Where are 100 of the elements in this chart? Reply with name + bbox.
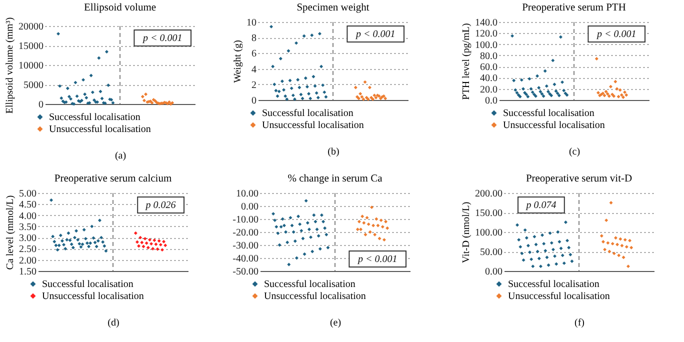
point: [274, 225, 278, 229]
point: [282, 224, 286, 228]
point: [517, 238, 521, 242]
legend-label: Successful localisation: [503, 108, 594, 119]
point: [138, 236, 142, 240]
point: [140, 240, 144, 244]
point: [58, 234, 62, 238]
point: [100, 236, 104, 240]
point: [51, 234, 55, 238]
y-tick-label: 5000: [24, 80, 44, 91]
point: [160, 248, 164, 252]
y-tick-label: 0: [38, 100, 44, 110]
point: [553, 254, 557, 258]
y-tick-label: 2: [252, 80, 256, 91]
point: [286, 49, 290, 53]
point: [558, 240, 562, 244]
y-tick-label: 40.0: [480, 73, 498, 84]
point: [614, 236, 618, 240]
point: [543, 69, 547, 73]
point: [278, 243, 282, 247]
point: [314, 220, 318, 224]
point: [64, 246, 68, 250]
point: [302, 34, 306, 38]
point: [285, 97, 289, 101]
point: [566, 238, 570, 242]
point: [280, 80, 284, 84]
point: [538, 264, 542, 268]
legend-label: Unsuccessful localisation: [503, 120, 605, 131]
point: [532, 234, 536, 238]
point: [304, 76, 308, 80]
point: [606, 241, 610, 245]
point: [292, 97, 296, 101]
point: [366, 222, 370, 226]
point: [152, 238, 156, 242]
point: [111, 101, 115, 105]
point: [528, 250, 532, 254]
y-tick-label: 10: [246, 18, 256, 28]
point: [98, 90, 102, 94]
point: [523, 228, 527, 232]
point: [299, 92, 303, 96]
point: [545, 256, 549, 260]
point: [316, 234, 320, 238]
point: [82, 78, 86, 82]
point: [358, 92, 362, 96]
y-tick-label: 0.00: [241, 202, 258, 212]
point: [69, 97, 73, 101]
y-tick-label: 100.00: [475, 228, 502, 238]
point: [550, 94, 554, 98]
y-tick-label: 2.50: [19, 244, 36, 256]
y-tick-label: 0.0: [485, 96, 498, 106]
point: [542, 242, 546, 246]
point: [93, 240, 97, 244]
point: [604, 218, 608, 222]
point: [292, 230, 296, 234]
point: [564, 220, 568, 224]
point: [300, 96, 304, 100]
y-tick-label: 60.0: [480, 62, 498, 74]
point: [524, 236, 528, 240]
point: [52, 240, 56, 244]
point: [84, 96, 88, 100]
point: [101, 240, 105, 244]
point: [324, 95, 328, 99]
point: [310, 250, 314, 254]
y-tick-label: 200.00: [475, 188, 502, 200]
point: [157, 239, 161, 243]
y-tick-label: 140.0: [475, 18, 498, 28]
point: [548, 92, 552, 96]
point: [528, 77, 532, 81]
point: [536, 250, 540, 254]
point: [144, 92, 148, 96]
text: (f): [574, 318, 584, 328]
legend-label: Successful localisation: [264, 279, 356, 290]
point: [618, 237, 622, 241]
point: [526, 244, 530, 248]
y-axis-title: Weight (g): [232, 40, 244, 83]
text: (d): [108, 318, 120, 328]
point: [148, 238, 152, 242]
point: [544, 248, 548, 252]
point: [272, 82, 276, 86]
point: [624, 245, 628, 249]
point: [364, 232, 368, 236]
point: [610, 242, 614, 246]
point: [74, 80, 78, 84]
y-tick-label: 0.00: [485, 266, 502, 278]
point: [151, 246, 155, 250]
annotation: p < 0.001: [596, 29, 636, 40]
point: [372, 224, 376, 228]
point: [156, 247, 160, 251]
point: [378, 236, 382, 240]
legend-label: Successful localisation: [508, 279, 600, 290]
point: [282, 88, 286, 92]
point: [300, 228, 304, 232]
point: [552, 82, 556, 86]
y-tick-label: 3.00: [19, 233, 36, 244]
y-tick-label: 10.00: [236, 188, 258, 200]
y-tick-label: 120.0: [475, 28, 498, 40]
point: [594, 57, 598, 61]
legend-label: Unsuccessful localisation: [42, 291, 144, 302]
point: [296, 78, 300, 82]
y-tick-label: 15000: [18, 41, 44, 52]
